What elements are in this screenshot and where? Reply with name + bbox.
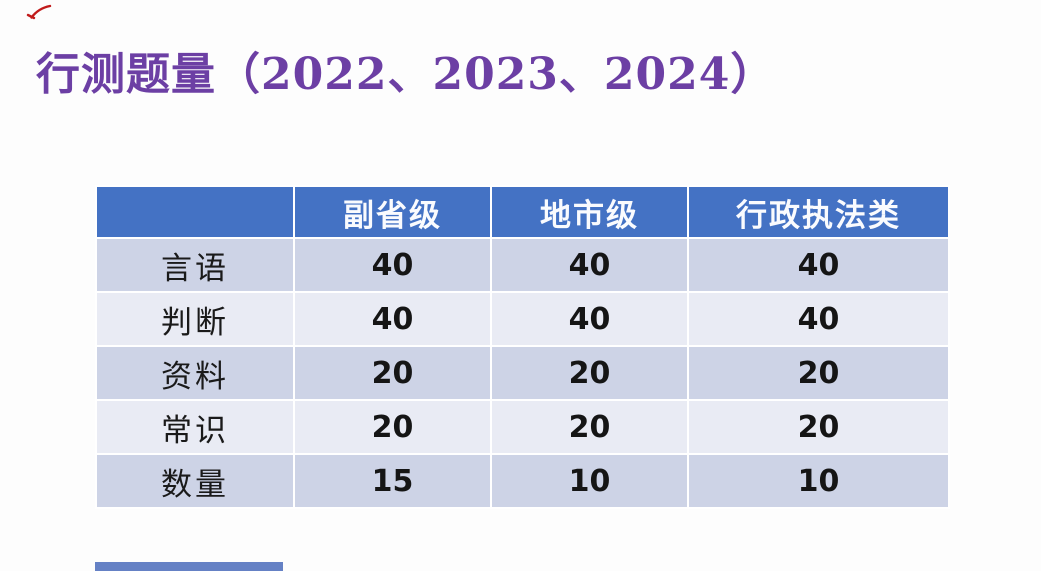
value-cell: 20: [490, 345, 689, 401]
table-row-ziliao: 资料 20 20 20: [95, 345, 950, 401]
value-cell: 15: [293, 453, 492, 509]
header-cell-vice-provincial: 副省级: [293, 185, 492, 239]
value-cell: 40: [293, 291, 492, 347]
category-cell: 言语: [95, 237, 295, 293]
value-cell: 40: [293, 237, 492, 293]
value-cell: 10: [490, 453, 689, 509]
value-cell: 20: [293, 345, 492, 401]
question-count-table: 副省级 地市级 行政执法类 言语 40 40 40 判断 40 40 40 资料…: [95, 185, 950, 509]
next-table-fragment: [95, 562, 283, 571]
category-cell: 常识: [95, 399, 295, 455]
table-row-changshi: 常识 20 20 20: [95, 399, 950, 455]
table-row-yanyu: 言语 40 40 40: [95, 237, 950, 293]
value-cell: 10: [687, 453, 950, 509]
category-cell: 资料: [95, 345, 295, 401]
category-cell: 数量: [95, 453, 295, 509]
red-pen-mark-icon: [26, 4, 52, 20]
value-cell: 40: [687, 237, 950, 293]
table-header-row: 副省级 地市级 行政执法类: [95, 185, 950, 239]
table-row-panduan: 判断 40 40 40: [95, 291, 950, 347]
category-cell: 判断: [95, 291, 295, 347]
header-cell-corner: [95, 185, 295, 239]
header-cell-city-level: 地市级: [490, 185, 689, 239]
table-row-shuliang: 数量 15 10 10: [95, 453, 950, 509]
value-cell: 40: [490, 237, 689, 293]
page-title: 行测题量（2022、2023、2024）: [36, 49, 776, 100]
header-cell-admin-law: 行政执法类: [687, 185, 950, 239]
value-cell: 20: [490, 399, 689, 455]
value-cell: 20: [687, 345, 950, 401]
value-cell: 40: [687, 291, 950, 347]
value-cell: 40: [490, 291, 689, 347]
value-cell: 20: [687, 399, 950, 455]
value-cell: 20: [293, 399, 492, 455]
